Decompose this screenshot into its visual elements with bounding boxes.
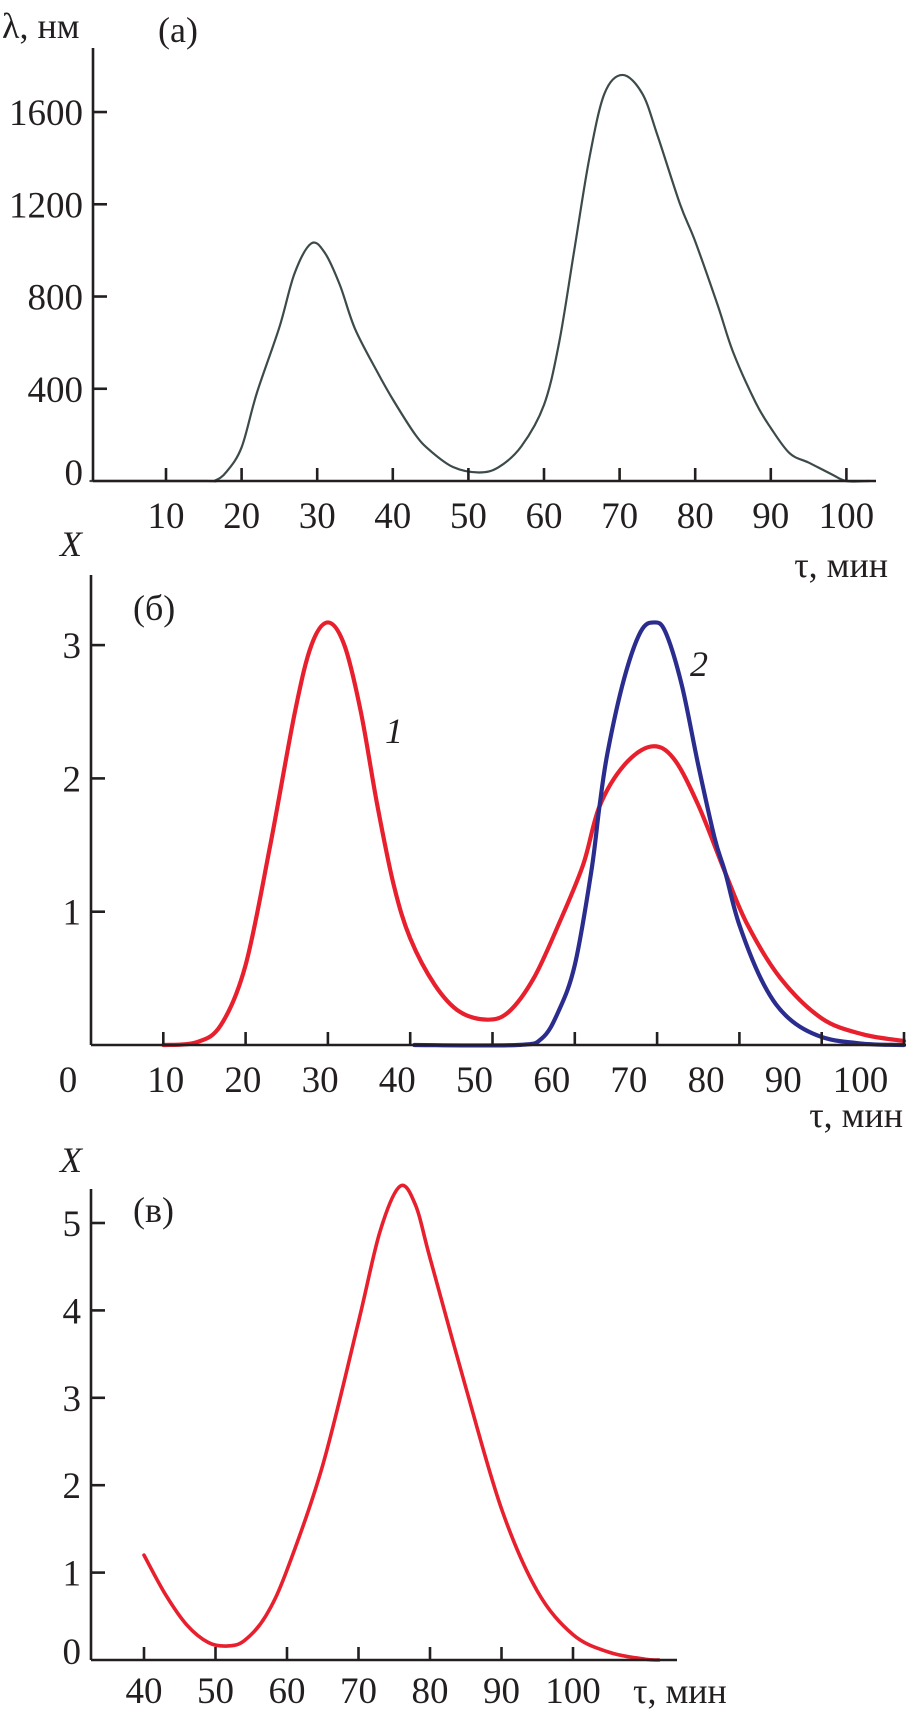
series-2-label: 2 xyxy=(690,644,708,684)
panel-b-x-tick-label: 80 xyxy=(688,1060,725,1101)
panel-c-x-tick-label: 70 xyxy=(340,1671,377,1712)
panel-c: X (в) τ, мин 40 50 60 70 80 90 100 0 1 2 3 4 5 xyxy=(58,1140,727,1712)
panel-b-series-2-line xyxy=(412,620,907,1048)
panel-b-x-tick-label: 90 xyxy=(765,1060,802,1101)
panel-a-x-tick-label: 50 xyxy=(450,496,487,537)
panel-b-series-1-line xyxy=(161,620,907,1048)
panel-c-x-tick-label: 60 xyxy=(269,1671,306,1712)
panel-c-x-tick-label: 80 xyxy=(412,1671,449,1712)
panel-c-y-tick-label: 3 xyxy=(63,1379,82,1420)
panel-c-label: (в) xyxy=(133,1190,174,1230)
panel-b-x-tick-label: 0 xyxy=(59,1060,78,1101)
panel-c-y-tick-label: 4 xyxy=(63,1291,82,1332)
panel-a-y-tick-label: 400 xyxy=(28,370,84,411)
panel-b-y-tick-label: 1 xyxy=(63,893,82,934)
panel-b-x-tick-label: 40 xyxy=(379,1060,416,1101)
panel-c-series-1-line xyxy=(142,1183,661,1662)
panel-b-x-tick-label: 30 xyxy=(302,1060,339,1101)
panel-a-y-tick-label: 1200 xyxy=(9,185,83,226)
panel-a-x-tick-label: 40 xyxy=(374,496,411,537)
panel-b: X (б) τ, мин 1 2 0 10 20 30 40 50 60 70 80 90 100 1… xyxy=(58,524,907,1135)
panel-a-x-tick-label: 100 xyxy=(819,496,875,537)
panel-a-x-tick-label: 80 xyxy=(677,496,714,537)
panel-b-x-tick-label: 50 xyxy=(456,1060,493,1101)
panel-a-x-tick-label: 10 xyxy=(148,496,185,537)
panel-c-x-tick-label: 50 xyxy=(197,1671,234,1712)
panel-a-x-tick-label: 60 xyxy=(526,496,563,537)
series-1-label: 1 xyxy=(385,711,403,751)
panel-a-x-tick-label: 30 xyxy=(299,496,336,537)
panel-b-x-tick-label: 60 xyxy=(533,1060,570,1101)
panel-c-x-tick-label: 90 xyxy=(483,1671,520,1712)
panel-b-xlabel: τ, мин xyxy=(809,1095,903,1135)
panel-c-x-tick-label: 100 xyxy=(545,1671,601,1712)
panel-b-x-tick-label: 10 xyxy=(147,1060,184,1101)
panel-c-y-tick-label: 2 xyxy=(63,1466,82,1507)
panel-a: λ, нм (а) τ, мин 10 20 30 40 50 60 70 80 90 100 0 4… xyxy=(2,6,888,585)
panel-c-y-tick-label: 0 xyxy=(63,1632,82,1673)
panel-a-series-1-line xyxy=(89,73,871,483)
panel-c-y-tick-label: 1 xyxy=(63,1554,82,1595)
panel-a-y-tick-label: 0 xyxy=(65,453,84,494)
panel-a-y-tick-label: 800 xyxy=(28,278,84,319)
panel-a-x-tick-label: 70 xyxy=(601,496,638,537)
panel-a-y-tick-label: 1600 xyxy=(9,93,83,134)
panel-b-y-tick-label: 2 xyxy=(63,759,82,800)
panel-c-ylabel: X xyxy=(58,1140,84,1180)
panel-c-xlabel: τ, мин xyxy=(633,1671,727,1711)
panel-c-y-tick-label: 5 xyxy=(63,1204,82,1245)
panel-b-ylabel: X xyxy=(58,524,84,564)
panel-b-x-tick-label: 20 xyxy=(224,1060,261,1101)
panel-a-x-tick-label: 90 xyxy=(752,496,789,537)
panel-a-xlabel: τ, мин xyxy=(794,545,888,585)
panel-b-x-tick-label: 70 xyxy=(610,1060,647,1101)
panel-c-x-tick-label: 40 xyxy=(126,1671,163,1712)
panel-b-x-tick-label: 100 xyxy=(833,1060,889,1101)
panel-b-label: (б) xyxy=(133,588,175,628)
panel-b-y-tick-label: 3 xyxy=(63,626,82,667)
panel-a-ylabel: λ, нм xyxy=(2,6,80,46)
panel-a-x-tick-label: 20 xyxy=(223,496,260,537)
panel-a-label: (а) xyxy=(158,10,198,50)
